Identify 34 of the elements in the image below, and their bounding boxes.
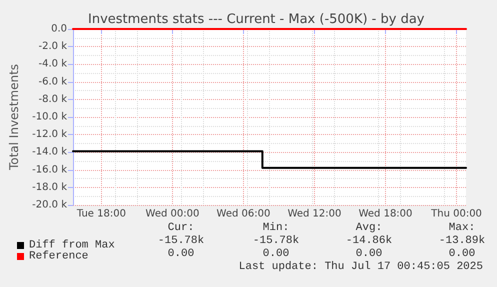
text: Min: — [262, 222, 290, 234]
x-tick-label: Tue 18:00 — [76, 208, 126, 220]
text: Max: — [448, 222, 476, 234]
y-tick-label: -10.0 k — [32, 112, 68, 122]
x-tick-label: Thu 00:00 — [430, 208, 482, 220]
text: Cur: — [168, 222, 194, 234]
y-tick-label: -2.0 k — [38, 41, 68, 52]
y-tick-label: -8.0 k — [38, 94, 68, 105]
y-tick-label: -14.0 k — [32, 146, 68, 158]
y-tick-label: 0.0 — [51, 24, 67, 34]
text: 0.00 — [356, 248, 382, 260]
text: Last update: Thu Jul 17 00:45:05 2025 — [238, 261, 483, 273]
legend-label: Diff from Max — [29, 240, 116, 252]
legend-label: Reference — [29, 250, 88, 262]
y-tick-label: -16.0 k — [32, 164, 68, 176]
text: -15.78k — [252, 235, 300, 247]
y-tick-label: -12.0 k — [32, 129, 68, 140]
text: -13.89k — [438, 235, 486, 247]
y-axis-title: Total Investments — [7, 64, 21, 172]
text: -14.86k — [346, 235, 392, 247]
text: 0.00 — [262, 248, 290, 260]
x-tick-label: Wed 00:00 — [146, 208, 200, 220]
y-tick-label: -4.0 k — [38, 58, 68, 70]
y-tick-label: -20.0 k — [32, 200, 68, 210]
x-tick-label: Wed 06:00 — [216, 208, 270, 220]
text: Avg: — [356, 222, 382, 234]
text: 0.00 — [168, 248, 194, 260]
x-tick-label: Wed 18:00 — [358, 208, 412, 220]
chart-title: Investments stats --- Current - Max (-500K) - by day — [88, 12, 425, 27]
y-tick-label: -18.0 k — [32, 182, 68, 193]
text: -15.78k — [158, 235, 204, 247]
x-tick-label: Wed 12:00 — [288, 208, 342, 220]
y-tick-label: -6.0 k — [38, 76, 68, 88]
text: 0.00 — [448, 248, 476, 260]
